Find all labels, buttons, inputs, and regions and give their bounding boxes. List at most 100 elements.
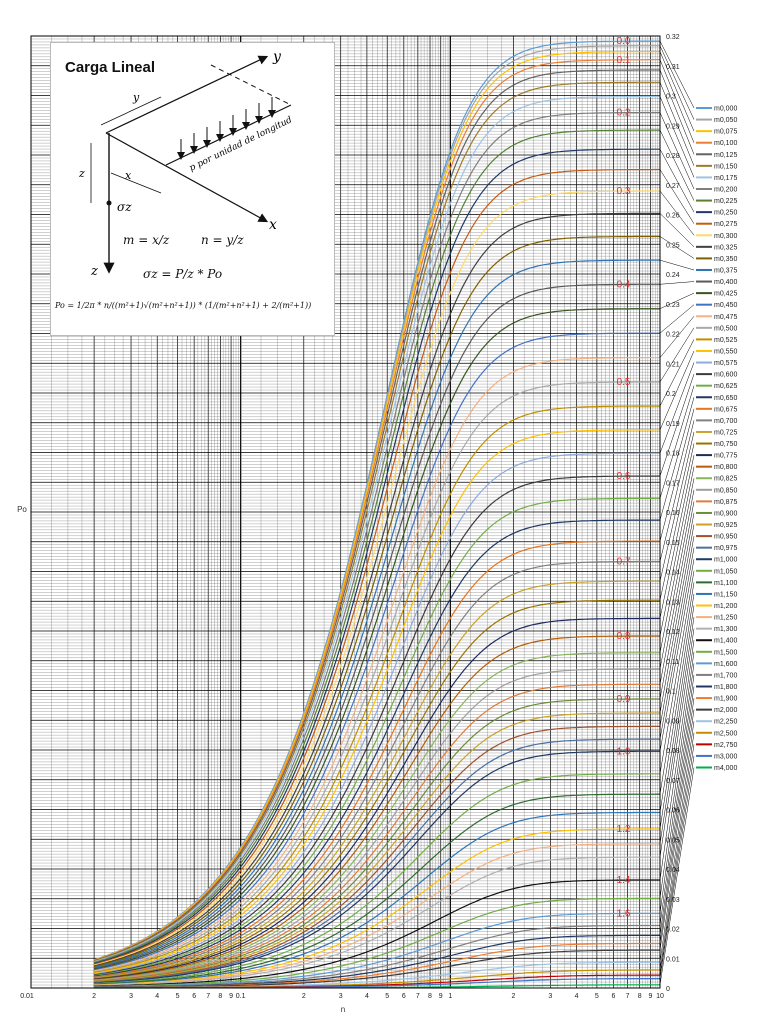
legend-entry: m0,775 xyxy=(714,453,737,460)
series-line-m0,375 xyxy=(93,259,660,969)
series-line-m1,050 xyxy=(94,773,660,985)
legend-entry: m0,500 xyxy=(714,325,737,332)
legend-leader xyxy=(659,51,695,132)
series-line-m0,725 xyxy=(94,580,660,979)
legend-entry: m4,000 xyxy=(714,765,737,772)
series-line-m1,250 xyxy=(94,843,660,986)
legend-leader xyxy=(659,489,695,669)
eq-n: n = y/z xyxy=(201,233,244,247)
y-tick-label: 0.02 xyxy=(666,927,680,934)
legend-entry: m0,625 xyxy=(714,383,737,390)
eq-po: Po = 1/2π * n/((m²+1)√(m²+n²+1)) * (1/(m… xyxy=(55,301,312,310)
legend-leader xyxy=(659,617,695,844)
legend-entry: m0,975 xyxy=(714,545,737,552)
eq-m: m = x/z xyxy=(123,233,170,247)
dim-label-z: z xyxy=(78,167,85,180)
legend-leader xyxy=(659,69,695,155)
legend-entry: m0,200 xyxy=(714,186,737,193)
y-tick-label: 0 xyxy=(666,986,670,993)
y-dimension xyxy=(100,96,162,126)
y-tick-label: 0.31 xyxy=(666,64,680,71)
legend-leader xyxy=(659,281,695,285)
legend-entry: m0,125 xyxy=(714,152,737,159)
series-line-m0,925 xyxy=(94,712,660,983)
legend-leader xyxy=(659,259,695,271)
x-tick-label: 2 xyxy=(302,993,306,1000)
legend-entry: m0,750 xyxy=(714,441,737,448)
series-line-m1,200 xyxy=(94,828,660,986)
legend-leader xyxy=(659,130,695,201)
legend-entry: m0,325 xyxy=(714,244,737,251)
series-line-m0,250 xyxy=(93,148,660,965)
series-line-m0,175 xyxy=(93,95,660,963)
dim-label-y: y xyxy=(132,91,140,104)
y-axis-label: Po xyxy=(17,505,27,514)
legend-entry: m0,825 xyxy=(714,476,737,483)
legend-leader xyxy=(659,45,695,120)
curve-labels: 0.0 0.1 0.2 0.3 0.4 0.5 0.6 0.7 0.8 0.9 1.0 1.2 1.4 1… xyxy=(617,36,631,919)
legend-leader xyxy=(659,663,695,914)
series-line-m0,775 xyxy=(94,617,660,980)
series-line-m0,425 xyxy=(93,308,660,970)
series-line-m1,600 xyxy=(94,912,660,988)
legend-entry: m0,900 xyxy=(714,510,737,517)
x-dimension xyxy=(110,172,162,194)
x-tick-label: 0.01 xyxy=(20,993,34,1000)
y-tick-label: 0.12 xyxy=(666,629,680,636)
series-line-m0,800 xyxy=(94,635,661,981)
series-line-m0,750 xyxy=(94,599,660,980)
curve-label-0.9: 0.9 xyxy=(617,694,631,705)
legend-entry: m1,000 xyxy=(714,557,737,564)
x-tick-label: 10 xyxy=(656,993,664,1000)
curve-label-1.2: 1.2 xyxy=(617,824,631,835)
legend-leader xyxy=(659,374,695,477)
legend-leader xyxy=(659,605,695,830)
legend-leader xyxy=(659,698,695,944)
eq-sigma: σz = P/z * Po xyxy=(143,267,223,281)
series-line-m1,150 xyxy=(94,811,660,986)
inset-title: Carga Lineal xyxy=(65,59,156,76)
series-line-m0,900 xyxy=(94,698,660,983)
legend-leader xyxy=(659,327,695,383)
legend-leader xyxy=(659,686,695,936)
series-line-m0,400 xyxy=(93,283,660,969)
legend-leader xyxy=(659,40,695,109)
y-tick-label: 0.19 xyxy=(666,421,680,428)
legend-leader xyxy=(659,455,695,619)
series-line-m0,850 xyxy=(94,668,660,982)
x-tick-label: 3 xyxy=(129,993,133,1000)
legend-entry: m0,300 xyxy=(714,233,737,240)
y-tick-label: 0.24 xyxy=(666,272,680,279)
curve-label-0.1: 0.1 xyxy=(617,55,631,66)
series-line-m0,225 xyxy=(93,129,660,964)
series-line-m0,200 xyxy=(93,111,660,963)
legend-leader xyxy=(659,397,695,521)
x-tick-label: 4 xyxy=(575,993,579,1000)
series-line-m1,300 xyxy=(94,856,660,987)
dashed-guide xyxy=(210,64,292,106)
y-tick-label: 0.17 xyxy=(666,480,680,487)
legend-leader xyxy=(659,82,695,166)
legend-leader xyxy=(659,547,695,740)
legend-entry: m0,650 xyxy=(714,395,737,402)
curve-label-0.3: 0.3 xyxy=(617,186,631,197)
series-line-m0,975 xyxy=(94,738,660,984)
x-axis-arrow xyxy=(105,132,269,223)
legend-entry: m0,425 xyxy=(714,291,737,298)
x-tick-label: 5 xyxy=(595,993,599,1000)
series-line-m0,350 xyxy=(93,235,660,968)
legend-entry: m2,500 xyxy=(714,730,737,737)
legend-entry: m0,525 xyxy=(714,337,737,344)
legend-leader xyxy=(659,236,695,259)
y-tick-label: 0.08 xyxy=(666,748,680,755)
legend-leader xyxy=(659,593,695,813)
series-line-m0,700 xyxy=(94,560,660,979)
legend-entry: m1,300 xyxy=(714,626,737,633)
y-axis-arrow xyxy=(105,55,269,134)
x-tick-label: 1 xyxy=(448,993,452,1000)
x-tick-label: 6 xyxy=(612,993,616,1000)
series-line-m0,150 xyxy=(93,81,660,962)
chart-curves xyxy=(93,40,661,989)
legend-leader xyxy=(659,478,695,653)
